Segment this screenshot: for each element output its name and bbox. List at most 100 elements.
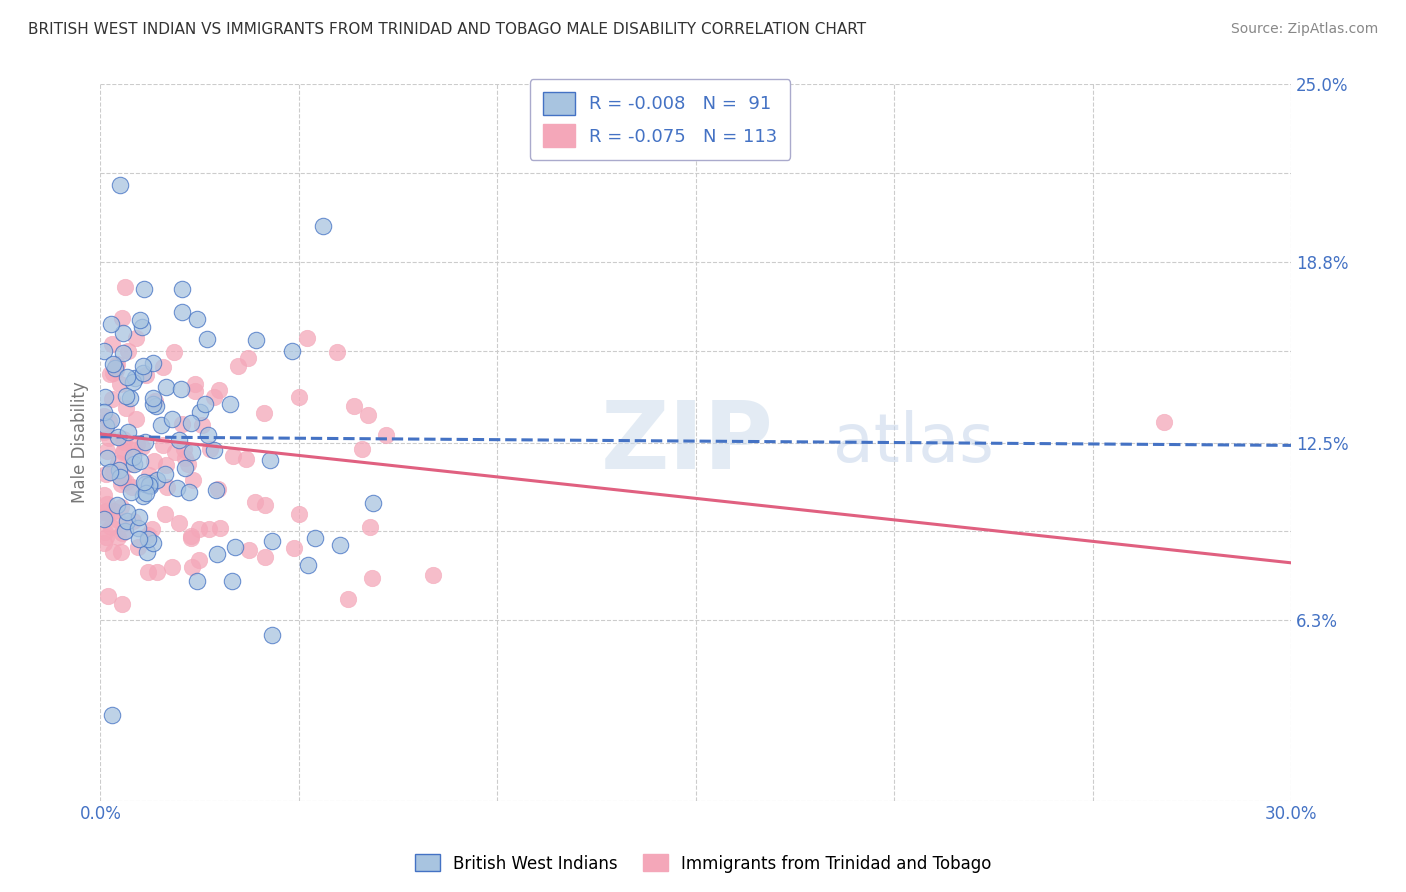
Point [163, 444, 186, 458]
Point [136, 528, 159, 542]
Point [127, 521, 149, 535]
Point [188, 405, 211, 419]
Point [207, 482, 229, 496]
Point [103, 361, 125, 376]
Point [359, 520, 381, 534]
Point [124, 371, 146, 385]
Point [107, 456, 129, 470]
Point [336, 592, 359, 607]
Point [96, 443, 118, 458]
Point [280, 343, 302, 358]
Point [177, 484, 200, 499]
Point [312, 219, 335, 233]
Point [243, 495, 266, 509]
Point [197, 427, 219, 442]
Point [180, 417, 202, 431]
Point [283, 541, 305, 555]
Point [93, 405, 115, 419]
Point [204, 483, 226, 497]
Point [174, 461, 197, 475]
Point [219, 397, 242, 411]
Point [236, 351, 259, 365]
Point [253, 406, 276, 420]
Point [375, 428, 398, 442]
Point [143, 393, 166, 408]
Point [180, 532, 202, 546]
Point [96, 497, 118, 511]
Point [96, 530, 118, 544]
Point [169, 382, 191, 396]
Point [98, 367, 121, 381]
Point [112, 326, 135, 341]
Point [139, 479, 162, 493]
Point [93, 512, 115, 526]
Point [170, 282, 193, 296]
Point [173, 442, 195, 456]
Point [166, 481, 188, 495]
Point [100, 413, 122, 427]
Point [101, 366, 124, 380]
Point [153, 467, 176, 482]
Legend: R = -0.008   N =  91, R = -0.075   N = 113: R = -0.008 N = 91, R = -0.075 N = 113 [530, 79, 790, 160]
Point [169, 433, 191, 447]
Point [107, 513, 129, 527]
Point [152, 359, 174, 374]
Point [94, 504, 117, 518]
Point [96, 451, 118, 466]
Point [198, 523, 221, 537]
Point [194, 396, 217, 410]
Point [103, 504, 125, 518]
Point [141, 522, 163, 536]
Point [110, 477, 132, 491]
Point [155, 458, 177, 472]
Point [117, 425, 139, 439]
Point [124, 331, 146, 345]
Point [146, 565, 169, 579]
Point [352, 442, 374, 457]
Point [94, 419, 117, 434]
Point [100, 466, 122, 480]
Point [115, 475, 138, 489]
Point [105, 357, 128, 371]
Point [103, 357, 125, 371]
Text: atlas: atlas [832, 409, 994, 475]
Point [357, 409, 380, 423]
Point [122, 450, 145, 464]
Point [100, 318, 122, 332]
Point [188, 522, 211, 536]
Point [162, 411, 184, 425]
Point [107, 430, 129, 444]
Point [122, 375, 145, 389]
Point [152, 438, 174, 452]
Point [127, 541, 149, 555]
Point [188, 553, 211, 567]
Point [97, 431, 120, 445]
Y-axis label: Male Disability: Male Disability [72, 382, 89, 503]
Point [181, 559, 204, 574]
Point [181, 473, 204, 487]
Point [172, 305, 194, 319]
Point [108, 178, 131, 192]
Point [101, 707, 124, 722]
Point [111, 311, 134, 326]
Point [134, 435, 156, 450]
Point [108, 470, 131, 484]
Point [114, 280, 136, 294]
Text: Source: ZipAtlas.com: Source: ZipAtlas.com [1230, 22, 1378, 37]
Point [160, 560, 183, 574]
Point [208, 520, 231, 534]
Point [117, 514, 139, 528]
Point [122, 514, 145, 528]
Point [115, 401, 138, 415]
Point [150, 417, 173, 432]
Point [195, 333, 218, 347]
Point [184, 376, 207, 391]
Point [112, 444, 135, 458]
Legend: British West Indians, Immigrants from Trinidad and Tobago: British West Indians, Immigrants from Tr… [408, 847, 998, 880]
Point [135, 368, 157, 383]
Point [304, 531, 326, 545]
Point [108, 463, 131, 477]
Point [112, 435, 135, 450]
Point [122, 442, 145, 457]
Point [105, 363, 128, 377]
